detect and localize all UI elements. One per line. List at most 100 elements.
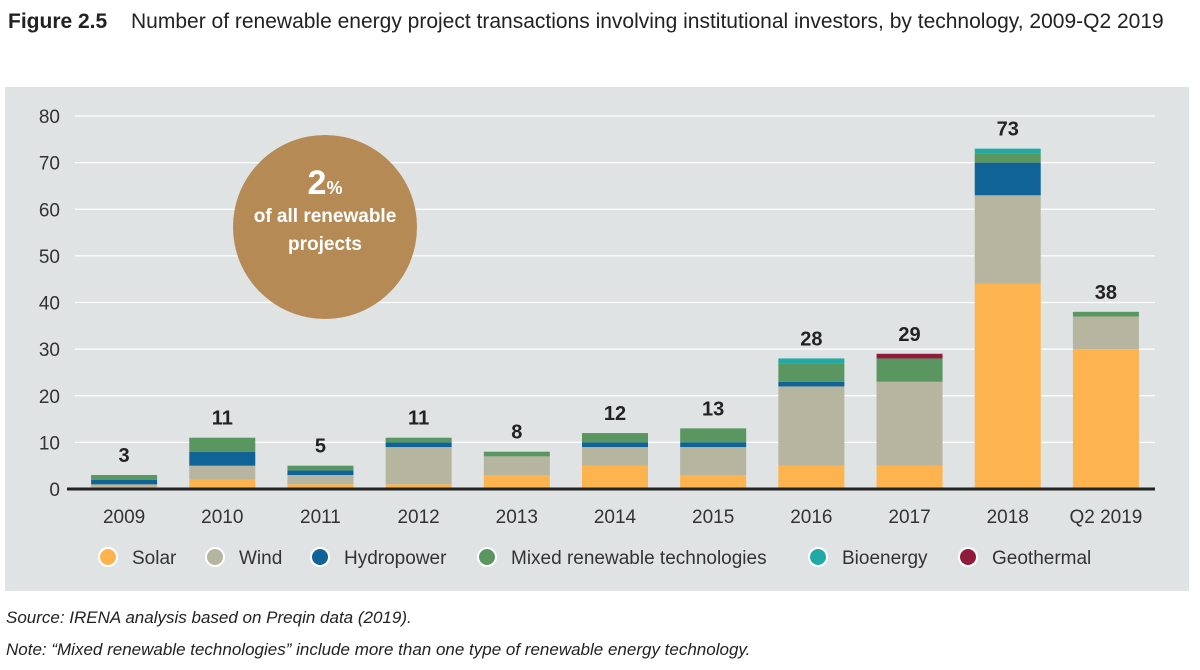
bar-segment-hydropower [385,442,452,448]
legend-item-mixed-renewable-technologies: Mixed renewable technologies [477,547,767,569]
x-tick-label: 2013 [496,507,538,528]
legend-item-bioenergy: Bioenergy [808,547,928,569]
y-tick-label: 30 [39,340,60,361]
legend-item-hydropower: Hydropower [310,547,447,569]
bar-segment-hydropower [582,442,648,448]
bar-segment-wind [287,475,354,485]
x-tick-label: 2018 [987,507,1029,528]
bar-segment-wind [385,447,452,485]
callout-circle [233,135,417,319]
callout-text-line2: projects [288,234,362,255]
bar-segment-hydropower [974,162,1041,196]
x-tick-label: 2016 [790,507,832,528]
bar-segment-bioenergy [778,358,845,364]
bar-segment-mixed-renewable-technologies [385,437,452,443]
callout-value: 2% [308,164,343,202]
bar-segment-solar [680,475,747,489]
figure-label: Figure 2.5 [8,10,108,33]
bar-segment-wind [778,386,845,466]
legend-label: Mixed renewable technologies [511,548,767,569]
legend-swatch [808,547,828,567]
bar-segment-hydropower [91,479,158,485]
bar-segment-wind [483,456,550,476]
bar-segment-mixed-renewable-technologies [876,358,943,382]
callout-badge: 2% of all renewable projects [233,135,417,319]
x-tick-label: 2012 [397,507,439,528]
bar-segment-mixed-renewable-technologies [287,465,354,471]
bar-segment-mixed-renewable-technologies [680,428,747,443]
bar-segment-wind [1072,316,1139,350]
bar-segment-hydropower [189,451,256,466]
bar-segment-mixed-renewable-technologies [189,437,256,452]
bar-total-label: 38 [1095,282,1117,304]
legend-swatch [205,547,225,567]
y-tick-label: 50 [39,247,60,268]
source-note: Source: IRENA analysis based on Preqin d… [6,608,412,627]
bar-segment-mixed-renewable-technologies [778,363,845,382]
bar-segment-solar [287,484,354,489]
chart-panel: 0 10 20 30 40 50 60 70 80 3 11 5 11 8 12 13 28 29 73 38 20… [5,87,1189,591]
bar-segment-wind [876,381,943,466]
bar-segment-geothermal [876,353,943,359]
bar-segment-hydropower [287,470,354,476]
legend-item-geothermal: Geothermal [958,547,1091,569]
bar-total-label: 11 [212,408,233,430]
bar-total-label: 3 [119,445,130,467]
y-tick-label: 0 [49,480,60,501]
legend-label: Bioenergy [842,548,928,569]
x-tick-label: 2015 [692,507,734,528]
callout-text-line1: of all renewable [254,206,397,227]
legend-swatch [98,547,118,567]
bar-total-label: 11 [408,408,429,430]
bar-segment-wind [189,465,256,480]
bar-total-label: 5 [315,436,326,458]
bar-segment-mixed-renewable-technologies [483,451,550,457]
footnote: Note: “Mixed renewable technologies” inc… [6,640,751,659]
legend-item-solar: Solar [98,547,177,569]
x-tick-label: 2010 [201,507,243,528]
legend-label: Wind [239,548,282,569]
y-tick-label: 60 [39,200,60,221]
y-tick-label: 70 [39,154,60,175]
x-tick-label: 2011 [300,507,341,528]
bar-segment-wind [974,195,1041,284]
bar-total-label: 29 [898,324,920,346]
y-tick-label: 20 [39,387,60,408]
bar-segment-solar [974,283,1041,489]
bar-total-label: 12 [604,403,626,425]
figure-title: Number of renewable energy project trans… [131,10,1164,33]
stacked-bar-chart: 0 10 20 30 40 50 60 70 80 3 11 5 11 8 12 13 28 29 73 38 20… [39,107,1155,569]
legend-swatch [310,547,330,567]
bar-segment-hydropower [778,381,845,387]
chart-legend: Solar Wind Hydropower Mixed renewable techn… [98,547,1091,569]
bar-segment-mixed-renewable-technologies [91,475,158,480]
legend-label: Hydropower [344,548,447,569]
x-tick-label: 2014 [594,507,637,528]
legend-label: Solar [132,548,177,569]
bar-segment-wind [91,484,158,487]
bar-segment-mixed-renewable-technologies [974,153,1041,163]
bar-segment-bioenergy [974,148,1041,154]
bar-segment-solar [1072,349,1139,489]
bar-segment-mixed-renewable-technologies [582,433,648,443]
x-tick-label: Q2 2019 [1069,507,1142,528]
x-tick-label: 2017 [888,507,930,528]
bar-segment-solar [582,465,648,489]
bar-segment-solar [778,465,845,489]
y-tick-label: 80 [39,107,60,128]
bar-total-label: 8 [511,422,522,444]
legend-label: Geothermal [992,548,1091,569]
bar-segment-hydropower [680,442,747,448]
y-tick-label: 10 [39,433,60,454]
legend-swatch [477,547,497,567]
bar-segment-wind [582,447,648,466]
legend-swatch [958,547,978,567]
legend-item-wind: Wind [205,547,282,569]
bar-total-label: 73 [997,119,1019,141]
bar-total-label: 28 [800,328,822,350]
bar-segment-solar [385,484,452,489]
bar-total-label: 13 [702,398,724,420]
x-tick-label: 2009 [103,507,145,528]
bar-segment-solar [483,475,550,489]
bar-segment-mixed-renewable-technologies [1072,311,1139,317]
